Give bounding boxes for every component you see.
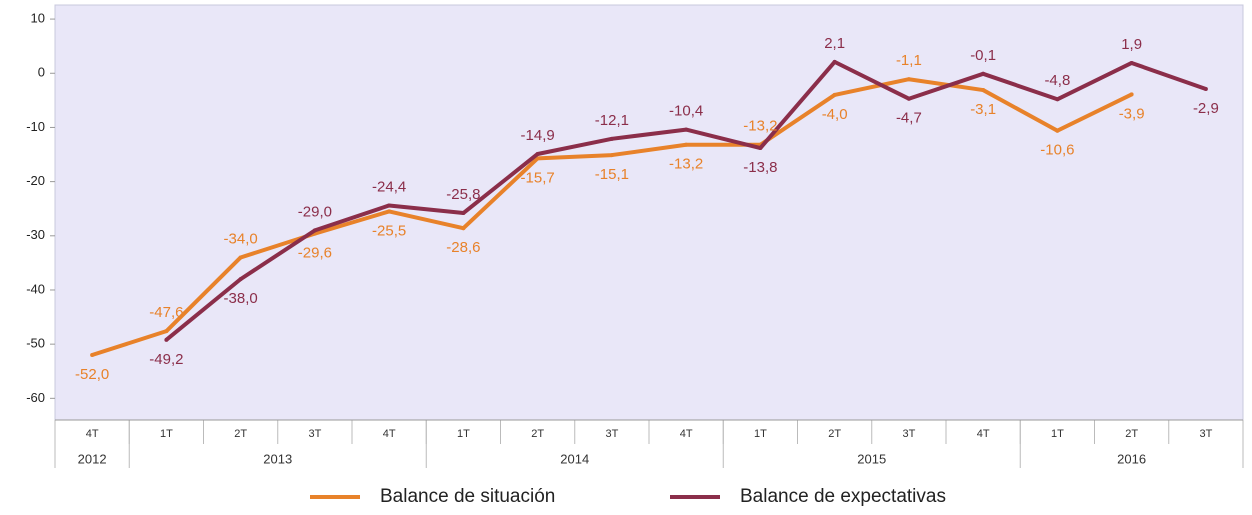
- point: [238, 255, 243, 260]
- point: [832, 59, 837, 64]
- x-tick-label: 2T: [828, 428, 841, 440]
- group-label: 2014: [560, 451, 589, 466]
- x-tick-label: 2T: [531, 428, 544, 440]
- y-tick-label: -50: [26, 336, 45, 351]
- point: [387, 209, 392, 214]
- data-label: -15,1: [595, 166, 629, 183]
- data-label: -0,1: [970, 47, 996, 64]
- legend-point: [333, 495, 337, 499]
- point: [832, 92, 837, 97]
- point: [312, 228, 317, 233]
- legend-label: Balance de expectativas: [740, 486, 946, 507]
- y-tick-label: 10: [31, 11, 45, 26]
- x-tick-label: 3T: [605, 428, 618, 440]
- legend-label: Balance de situación: [380, 486, 555, 507]
- data-label: -2,9: [1193, 100, 1219, 117]
- data-label: -15,7: [521, 169, 555, 186]
- data-label: -24,4: [372, 178, 406, 195]
- point: [1203, 86, 1208, 91]
- y-tick-label: -40: [26, 281, 45, 296]
- x-tick-label: 3T: [902, 428, 915, 440]
- point: [684, 142, 689, 147]
- y-tick-label: -20: [26, 173, 45, 188]
- data-label: -28,6: [446, 239, 480, 256]
- data-label: 2,1: [824, 35, 845, 52]
- point: [461, 211, 466, 216]
- data-label: -14,9: [521, 127, 555, 144]
- data-label: -29,6: [298, 245, 332, 262]
- x-tick-label: 1T: [457, 428, 470, 440]
- point: [981, 71, 986, 76]
- data-label: -13,2: [743, 118, 777, 135]
- x-tick-label: 3T: [308, 428, 321, 440]
- group-label: 2013: [263, 451, 292, 466]
- data-label: -3,1: [970, 101, 996, 118]
- point: [758, 146, 763, 151]
- legend-point: [693, 495, 697, 499]
- data-label: -4,8: [1044, 72, 1070, 89]
- point: [684, 127, 689, 132]
- x-tick-label: 1T: [160, 428, 173, 440]
- data-label: -13,8: [743, 159, 777, 176]
- data-label: -3,9: [1119, 105, 1145, 122]
- point: [609, 153, 614, 158]
- point: [387, 203, 392, 208]
- group-label: 2016: [1117, 451, 1146, 466]
- data-label: -25,8: [446, 186, 480, 203]
- point: [609, 136, 614, 141]
- point: [906, 96, 911, 101]
- point: [1129, 92, 1134, 97]
- data-label: -12,1: [595, 112, 629, 129]
- data-label: -52,0: [75, 366, 109, 383]
- point: [90, 352, 95, 357]
- group-label: 2012: [78, 451, 107, 466]
- y-tick-label: -60: [26, 390, 45, 405]
- x-tick-label: 2T: [234, 428, 247, 440]
- x-tick-label: 3T: [1199, 428, 1212, 440]
- data-label: -1,1: [896, 52, 922, 69]
- point: [1055, 97, 1060, 102]
- y-tick-label: 0: [38, 65, 45, 80]
- data-label: -29,0: [298, 203, 332, 220]
- y-tick-label: -30: [26, 227, 45, 242]
- point: [1055, 128, 1060, 133]
- point: [164, 329, 169, 334]
- data-label: -34,0: [224, 230, 258, 247]
- x-tick-label: 2T: [1125, 428, 1138, 440]
- data-label: -4,0: [822, 106, 848, 123]
- y-tick-label: -10: [26, 119, 45, 134]
- data-label: -13,2: [669, 156, 703, 173]
- data-label: -10,4: [669, 103, 703, 120]
- x-tick-label: 4T: [86, 428, 99, 440]
- point: [906, 77, 911, 82]
- point: [1129, 60, 1134, 65]
- data-label: 1,9: [1121, 36, 1142, 53]
- point: [535, 151, 540, 156]
- x-tick-label: 1T: [754, 428, 767, 440]
- point: [238, 277, 243, 282]
- data-label: -47,6: [149, 304, 183, 321]
- point: [981, 88, 986, 93]
- x-tick-label: 1T: [1051, 428, 1064, 440]
- data-label: -38,0: [224, 290, 258, 307]
- point: [461, 226, 466, 231]
- data-label: -49,2: [149, 351, 183, 368]
- x-tick-label: 4T: [977, 428, 990, 440]
- x-tick-label: 4T: [680, 428, 693, 440]
- data-label: -25,5: [372, 222, 406, 239]
- point: [164, 337, 169, 342]
- group-label: 2015: [857, 451, 886, 466]
- x-tick-label: 4T: [383, 428, 396, 440]
- data-label: -4,7: [896, 110, 922, 127]
- plot-area: [54, 4, 1244, 421]
- data-label: -10,6: [1040, 142, 1074, 159]
